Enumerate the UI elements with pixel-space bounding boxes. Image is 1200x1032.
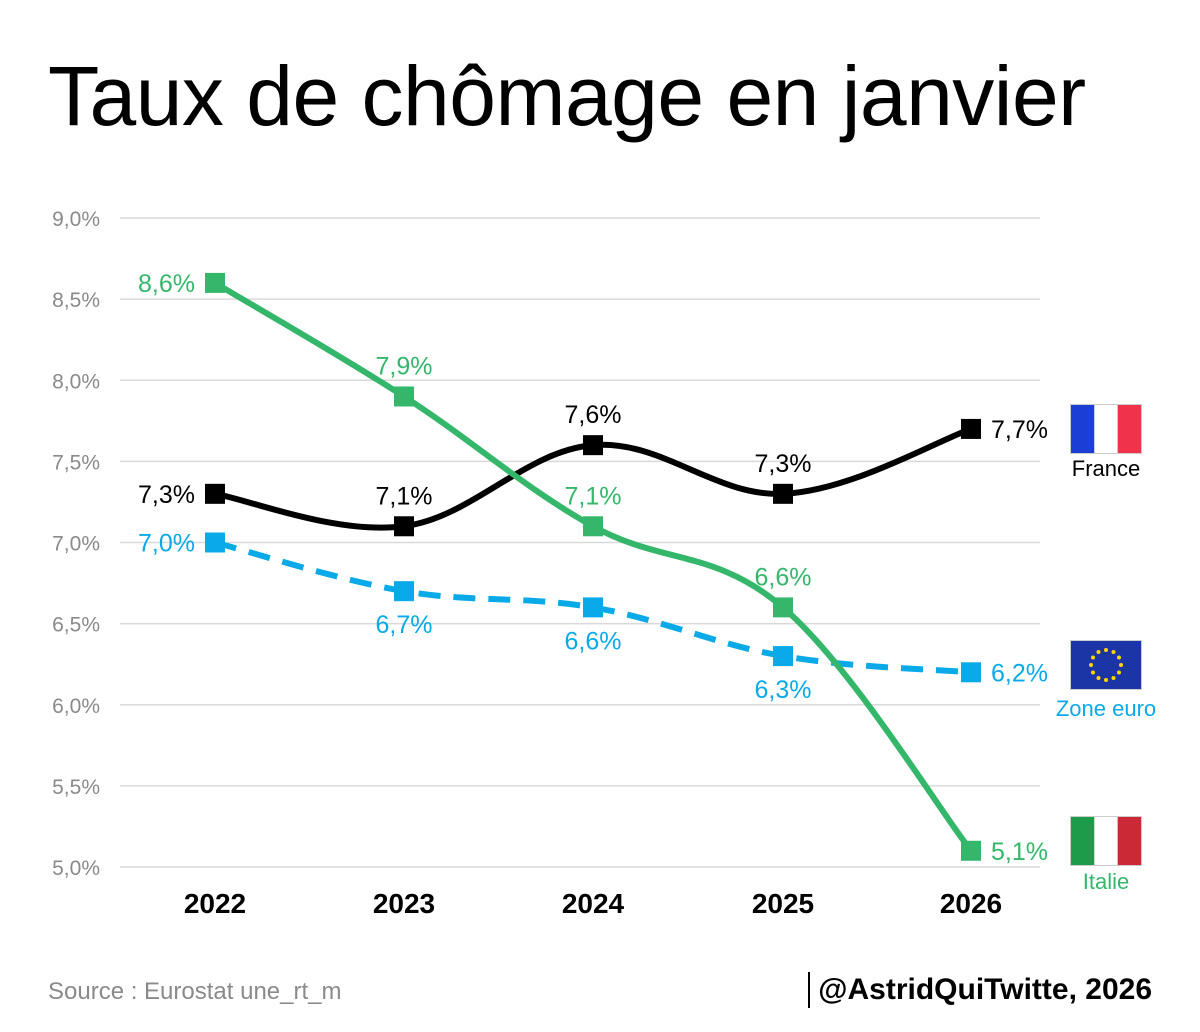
eu-flag-star: [1111, 675, 1116, 680]
data-label-zone_euro: 6,6%: [565, 627, 622, 655]
data-point-zone_euro: [961, 662, 981, 683]
data-point-france: [394, 516, 414, 537]
eu-flag-star: [1116, 670, 1121, 675]
eu-flag-star: [1091, 670, 1096, 675]
y-tick-label: 6,0%: [52, 695, 100, 718]
data-label-zone_euro: 7,0%: [138, 530, 195, 558]
legend-label-france: France: [1072, 456, 1140, 481]
data-label-italie: 7,1%: [565, 482, 622, 510]
italy-flag-green: [1071, 817, 1095, 865]
series-line-italie: [212, 279, 974, 854]
data-label-france: 7,3%: [138, 481, 195, 509]
x-tick-label: 2022: [184, 888, 246, 919]
data-label-france: 7,7%: [991, 416, 1048, 444]
legend-label-zone-euro: Zone euro: [1056, 696, 1156, 721]
credit-note: @AstridQuiTwitte, 2026: [808, 972, 1152, 1008]
data-point-zone_euro: [773, 646, 793, 667]
legend-label-italie: Italie: [1083, 869, 1129, 894]
x-tick-label: 2023: [373, 888, 435, 919]
data-point-italie: [583, 516, 603, 537]
data-point-france: [961, 418, 981, 439]
data-label-zone_euro: 6,7%: [376, 611, 433, 639]
eu-flag-star: [1104, 648, 1108, 652]
chart-title: Taux de chômage en janvier: [48, 49, 1086, 143]
eu-flag-star: [1091, 655, 1096, 660]
y-tick-label: 5,5%: [52, 776, 100, 799]
y-tick-label: 5,0%: [52, 857, 100, 880]
eu-flag-star: [1096, 650, 1101, 655]
eu-flag-star: [1096, 675, 1101, 680]
italy-flag-red: [1117, 817, 1141, 865]
y-tick-label: 8,0%: [52, 370, 100, 393]
data-label-zone_euro: 6,3%: [755, 676, 812, 704]
data-point-zone_euro: [394, 581, 414, 602]
x-tick-label: 2025: [752, 888, 814, 919]
data-point-zone_euro: [205, 532, 225, 553]
data-label-italie: 5,1%: [991, 838, 1048, 866]
data-label-france: 7,1%: [376, 482, 433, 510]
italy-flag-white: [1094, 817, 1118, 865]
y-tick-label: 7,5%: [52, 451, 100, 474]
france-flag-red: [1117, 405, 1141, 453]
source-note: Source : Eurostat une_rt_m: [48, 978, 342, 1005]
data-point-italie: [205, 272, 225, 293]
y-tick-label: 9,0%: [52, 208, 100, 231]
x-tick-label: 2026: [940, 888, 1002, 919]
y-tick-label: 8,5%: [52, 289, 100, 312]
y-tick-label: 7,0%: [52, 533, 100, 556]
data-point-italie: [773, 597, 793, 618]
eu-flag-star: [1089, 663, 1093, 667]
data-label-zone_euro: 6,2%: [991, 659, 1048, 687]
x-tick-label: 2024: [562, 888, 625, 919]
data-label-italie: 8,6%: [138, 270, 195, 298]
data-label-italie: 6,6%: [755, 563, 812, 591]
data-point-italie: [394, 386, 414, 407]
data-point-france: [773, 483, 793, 504]
eu-flag-star: [1116, 655, 1121, 660]
eu-flag-star: [1104, 678, 1108, 682]
data-point-italie: [961, 840, 981, 861]
data-point-france: [583, 435, 603, 456]
data-label-italie: 7,9%: [376, 352, 433, 380]
eu-flag-star: [1111, 650, 1116, 655]
france-flag-white: [1094, 405, 1118, 453]
data-point-france: [205, 483, 225, 504]
data-label-france: 7,6%: [565, 401, 622, 429]
france-flag-blue: [1071, 405, 1095, 453]
data-label-france: 7,3%: [755, 450, 812, 478]
y-tick-label: 6,5%: [52, 614, 100, 637]
data-point-zone_euro: [583, 597, 603, 618]
eu-flag-star: [1119, 663, 1123, 667]
